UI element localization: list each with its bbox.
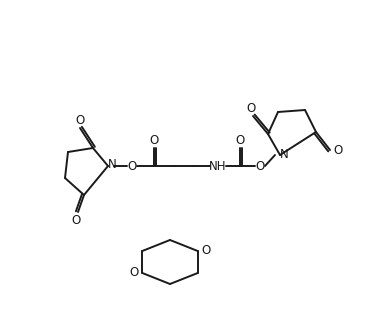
Text: NH: NH <box>209 159 227 172</box>
Text: O: O <box>235 133 245 146</box>
Text: O: O <box>71 214 81 226</box>
Text: O: O <box>130 267 139 280</box>
Text: O: O <box>149 133 158 146</box>
Text: O: O <box>246 101 256 114</box>
Text: O: O <box>201 245 211 258</box>
Text: O: O <box>127 159 137 172</box>
Text: N: N <box>108 157 116 170</box>
Text: N: N <box>280 148 288 161</box>
Text: O: O <box>333 144 343 156</box>
Text: O: O <box>255 159 264 172</box>
Text: O: O <box>75 113 85 126</box>
